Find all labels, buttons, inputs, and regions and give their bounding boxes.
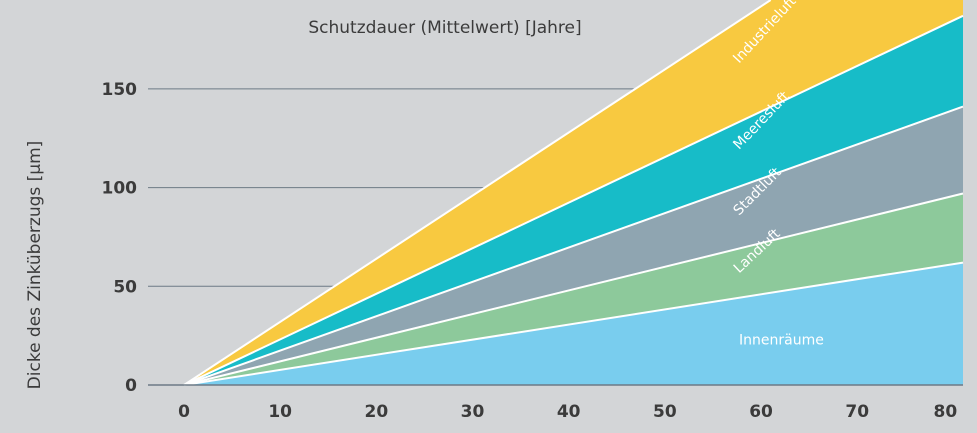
boundary-meeresluft — [183, 14, 964, 386]
x-tick-labels: 0 10 20 30 40 50 60 70 80 — [178, 402, 957, 422]
boundary-innenräume — [183, 261, 964, 386]
band-boundary-lines — [183, 0, 964, 386]
x-tick-20: 20 — [365, 402, 389, 422]
x-tick-0: 0 — [178, 402, 190, 422]
x-tick-40: 40 — [557, 402, 581, 422]
x-tick-80: 80 — [934, 402, 958, 422]
x-tick-60: 60 — [749, 402, 773, 422]
x-tick-30: 30 — [461, 402, 485, 422]
y-tick-100: 100 — [102, 179, 138, 199]
y-tick-0: 0 — [125, 376, 137, 396]
chart-title: Schutzdauer (Mittelwert) [Jahre] — [308, 18, 581, 38]
y-axis-label: Dicke des Zinküberzugs [µm] — [25, 141, 45, 390]
x-tick-70: 70 — [845, 402, 869, 422]
x-tick-50: 50 — [653, 402, 677, 422]
x-tick-10: 10 — [268, 402, 292, 422]
boundary-landluft — [183, 192, 964, 386]
y-tick-150: 150 — [102, 80, 138, 100]
y-tick-labels: 0 50 100 150 — [102, 80, 138, 396]
y-tick-50: 50 — [113, 277, 137, 297]
boundary-industrieluft — [183, 0, 772, 386]
boundary-stadtluft — [183, 105, 964, 386]
band-label-innenräume: Innenräume — [739, 333, 824, 349]
